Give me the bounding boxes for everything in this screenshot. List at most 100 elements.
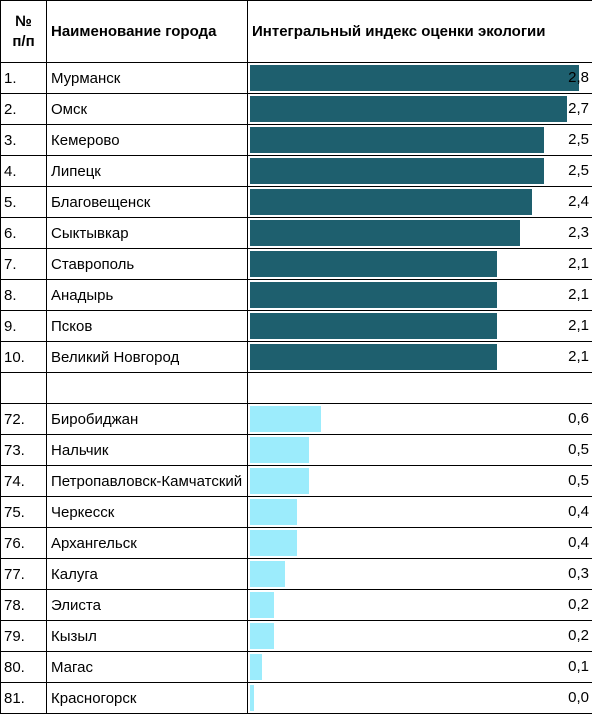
index-value-label: 2,7 bbox=[568, 100, 589, 117]
index-cell: 2,1 bbox=[247, 248, 592, 280]
index-cell: 2,7 bbox=[247, 93, 592, 125]
city-name: Липецк bbox=[46, 155, 248, 187]
index-cell: 2,5 bbox=[247, 155, 592, 187]
index-cell: 2,8 bbox=[247, 62, 592, 94]
city-name: Кемерово bbox=[46, 124, 248, 156]
table-row: 7. Ставрополь 2,1 bbox=[0, 248, 592, 280]
index-bar bbox=[250, 685, 254, 711]
index-cell: 0,0 bbox=[247, 682, 592, 714]
index-value-label: 2,3 bbox=[568, 224, 589, 241]
index-value-label: 0,2 bbox=[568, 627, 589, 644]
index-cell: 2,5 bbox=[247, 124, 592, 156]
index-bar bbox=[250, 96, 568, 122]
index-value-label: 0,4 bbox=[568, 503, 589, 520]
table-row: 5. Благовещенск 2,4 bbox=[0, 186, 592, 218]
index-bar bbox=[250, 592, 274, 618]
header-row: № п/п Наименование города Интегральный и… bbox=[0, 0, 592, 63]
empty-cell bbox=[46, 372, 248, 404]
table-body: 1. Мурманск 2,8 2. Омск 2,7 3. Кемерово 2,5 4. Лип… bbox=[0, 62, 592, 714]
table-row: 81. Красногорск 0,0 bbox=[0, 682, 592, 714]
table-row: 2. Омск 2,7 bbox=[0, 93, 592, 125]
row-number: 79. bbox=[0, 620, 47, 652]
index-value-label: 2,1 bbox=[568, 317, 589, 334]
index-bar bbox=[250, 65, 579, 91]
row-number: 3. bbox=[0, 124, 47, 156]
index-bar bbox=[250, 654, 262, 680]
index-bar bbox=[250, 189, 532, 215]
table-row: 10. Великий Новгород 2,1 bbox=[0, 341, 592, 373]
table-row: 74. Петропавловск-Камчатский 0,5 bbox=[0, 465, 592, 497]
row-number: 7. bbox=[0, 248, 47, 280]
index-bar bbox=[250, 344, 497, 370]
index-value-label: 2,1 bbox=[568, 348, 589, 365]
index-value-label: 0,5 bbox=[568, 441, 589, 458]
table-row: 78. Элиста 0,2 bbox=[0, 589, 592, 621]
city-name: Черкесск bbox=[46, 496, 248, 528]
city-name: Калуга bbox=[46, 558, 248, 590]
row-number: 75. bbox=[0, 496, 47, 528]
city-name: Великий Новгород bbox=[46, 341, 248, 373]
index-cell: 2,1 bbox=[247, 310, 592, 342]
index-cell: 2,4 bbox=[247, 186, 592, 218]
number-header-line2: п/п bbox=[12, 32, 35, 50]
table-row: 9. Псков 2,1 bbox=[0, 310, 592, 342]
empty-cell bbox=[247, 372, 592, 404]
index-cell: 0,4 bbox=[247, 496, 592, 528]
table-row: 3. Кемерово 2,5 bbox=[0, 124, 592, 156]
index-cell: 0,6 bbox=[247, 403, 592, 435]
row-number: 78. bbox=[0, 589, 47, 621]
table-row: 80. Магас 0,1 bbox=[0, 651, 592, 683]
index-value-label: 2,5 bbox=[568, 131, 589, 148]
city-column-header: Наименование города bbox=[46, 0, 248, 63]
index-bar bbox=[250, 313, 497, 339]
index-value-label: 0,6 bbox=[568, 410, 589, 427]
row-number: 2. bbox=[0, 93, 47, 125]
city-name: Анадырь bbox=[46, 279, 248, 311]
index-cell: 0,2 bbox=[247, 620, 592, 652]
city-name: Мурманск bbox=[46, 62, 248, 94]
city-name: Архангельск bbox=[46, 527, 248, 559]
city-name: Петропавловск-Камчатский bbox=[46, 465, 248, 497]
index-value-label: 0,1 bbox=[568, 658, 589, 675]
row-number: 77. bbox=[0, 558, 47, 590]
index-value-label: 2,1 bbox=[568, 255, 589, 272]
table-row: 73. Нальчик 0,5 bbox=[0, 434, 592, 466]
index-value-label: 2,8 bbox=[568, 69, 589, 86]
row-number: 73. bbox=[0, 434, 47, 466]
index-bar bbox=[250, 406, 321, 432]
city-name: Магас bbox=[46, 651, 248, 683]
city-name: Нальчик bbox=[46, 434, 248, 466]
index-value-label: 2,4 bbox=[568, 193, 589, 210]
index-cell: 0,1 bbox=[247, 651, 592, 683]
table-row: 77. Калуга 0,3 bbox=[0, 558, 592, 590]
index-value-label: 0,0 bbox=[568, 689, 589, 706]
table-row: 76. Архангельск 0,4 bbox=[0, 527, 592, 559]
table-row: 1. Мурманск 2,8 bbox=[0, 62, 592, 94]
row-number: 9. bbox=[0, 310, 47, 342]
index-value-label: 0,4 bbox=[568, 534, 589, 551]
index-cell: 0,5 bbox=[247, 465, 592, 497]
index-bar bbox=[250, 437, 309, 463]
index-cell: 0,2 bbox=[247, 589, 592, 621]
table-row: 75. Черкесск 0,4 bbox=[0, 496, 592, 528]
city-name: Кызыл bbox=[46, 620, 248, 652]
city-name: Псков bbox=[46, 310, 248, 342]
index-cell: 0,4 bbox=[247, 527, 592, 559]
city-name: Ставрополь bbox=[46, 248, 248, 280]
index-bar bbox=[250, 282, 497, 308]
row-number: 80. bbox=[0, 651, 47, 683]
index-cell: 2,3 bbox=[247, 217, 592, 249]
row-number: 4. bbox=[0, 155, 47, 187]
row-number: 8. bbox=[0, 279, 47, 311]
city-name: Элиста bbox=[46, 589, 248, 621]
city-name: Омск bbox=[46, 93, 248, 125]
row-number: 1. bbox=[0, 62, 47, 94]
index-bar bbox=[250, 623, 274, 649]
number-column-header: № п/п bbox=[0, 0, 47, 63]
separator-row bbox=[0, 372, 592, 404]
table-row: 8. Анадырь 2,1 bbox=[0, 279, 592, 311]
index-bar bbox=[250, 251, 497, 277]
index-value-label: 2,5 bbox=[568, 162, 589, 179]
table-row: 79. Кызыл 0,2 bbox=[0, 620, 592, 652]
